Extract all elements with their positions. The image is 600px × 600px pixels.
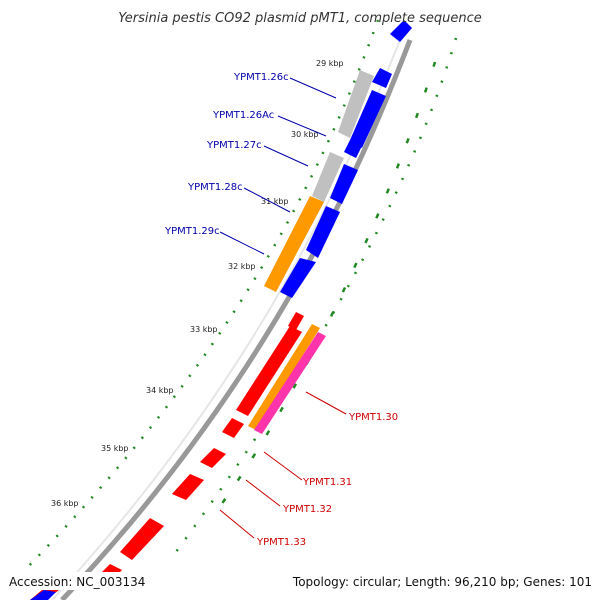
gene-label-ypmt1-33[interactable]: YPMT1.33 bbox=[256, 537, 306, 548]
leader-line bbox=[243, 187, 291, 213]
tick-label-31kbp: 31 kbp bbox=[261, 197, 289, 206]
cds-reverse-top[interactable] bbox=[390, 20, 412, 42]
forward-gene-labels: YPMT1.30 YPMT1.31 YPMT1.32 YPMT1.33 bbox=[256, 412, 398, 548]
tick-label-35kbp: 35 kbp bbox=[101, 444, 129, 453]
feature-pink-1[interactable] bbox=[254, 332, 326, 434]
forward-cds-track bbox=[30, 312, 304, 600]
gene-label-ypmt1-29c[interactable]: YPMT1.29c bbox=[164, 226, 220, 237]
tick-label-32kbp: 32 kbp bbox=[228, 262, 256, 271]
gene-label-ypmt1-31[interactable]: YPMT1.31 bbox=[302, 477, 352, 488]
cds-reverse-2[interactable] bbox=[350, 90, 386, 148]
tick-label-33kbp: 33 kbp bbox=[190, 325, 218, 334]
footer-left-background bbox=[6, 572, 154, 590]
tick-label-36kbp: 36 kbp bbox=[51, 499, 79, 508]
feature-gray-1[interactable] bbox=[338, 70, 374, 138]
leader-line bbox=[263, 451, 303, 481]
gc-skew-track-outer bbox=[208, 61, 437, 521]
tick-label-34kbp: 34 kbp bbox=[146, 386, 174, 395]
tick-label-29kbp: 29 kbp bbox=[316, 59, 344, 68]
cds-forward-5[interactable] bbox=[172, 474, 204, 500]
reverse-gene-labels: YPMT1.26c YPMT1.26Ac YPMT1.27c YPMT1.28c… bbox=[164, 72, 289, 237]
feature-gray-2[interactable] bbox=[312, 152, 344, 202]
gene-label-ypmt1-26c[interactable]: YPMT1.26c bbox=[233, 72, 289, 83]
map-title: Yersinia pestis CO92 plasmid pMT1, compl… bbox=[118, 11, 482, 26]
cds-reverse-5[interactable] bbox=[306, 206, 340, 258]
cds-reverse-4[interactable] bbox=[330, 164, 358, 204]
leader-line bbox=[289, 77, 337, 99]
forward-feature-track bbox=[248, 324, 326, 434]
cds-reverse-1[interactable] bbox=[372, 68, 392, 88]
reverse-label-leaders bbox=[219, 77, 337, 255]
gene-label-ypmt1-26ac[interactable]: YPMT1.26Ac bbox=[212, 110, 274, 121]
cds-forward-3[interactable] bbox=[222, 418, 244, 438]
gene-label-ypmt1-27c[interactable]: YPMT1.27c bbox=[206, 140, 262, 151]
forward-label-leaders bbox=[219, 391, 347, 539]
cds-forward-4[interactable] bbox=[200, 448, 226, 468]
reverse-cds-track bbox=[280, 20, 412, 298]
leader-line bbox=[277, 115, 327, 137]
accession-label: Accession: NC_003134 bbox=[9, 575, 145, 589]
leader-line bbox=[219, 509, 255, 539]
feature-orange-1[interactable] bbox=[264, 196, 324, 292]
feature-orange-2[interactable] bbox=[248, 324, 320, 430]
cds-reverse-3[interactable] bbox=[344, 140, 362, 158]
gene-label-ypmt1-28c[interactable]: YPMT1.28c bbox=[187, 182, 243, 193]
gene-label-ypmt1-32[interactable]: YPMT1.32 bbox=[282, 504, 332, 515]
gene-label-ypmt1-30[interactable]: YPMT1.30 bbox=[348, 412, 398, 423]
reverse-feature-track bbox=[264, 70, 374, 292]
gc-content-track-inner bbox=[19, 19, 380, 576]
cds-forward-2[interactable] bbox=[236, 326, 302, 416]
tick-label-30kbp: 30 kbp bbox=[291, 130, 319, 139]
leader-line bbox=[245, 479, 281, 507]
topology-summary: Topology: circular; Length: 96,210 bp; G… bbox=[292, 575, 592, 589]
cds-reverse-bottom[interactable] bbox=[30, 590, 56, 600]
cds-forward-6[interactable] bbox=[120, 518, 164, 560]
leader-line bbox=[219, 231, 265, 255]
leader-line bbox=[305, 391, 347, 415]
cds-reverse-6[interactable] bbox=[280, 258, 316, 298]
leader-line bbox=[263, 145, 309, 167]
cds-forward-1[interactable] bbox=[288, 312, 304, 330]
footer-right-background bbox=[290, 572, 594, 590]
tick-labels: 29 kbp 30 kbp 31 kbp 32 kbp 33 kbp 34 kb… bbox=[51, 59, 344, 508]
